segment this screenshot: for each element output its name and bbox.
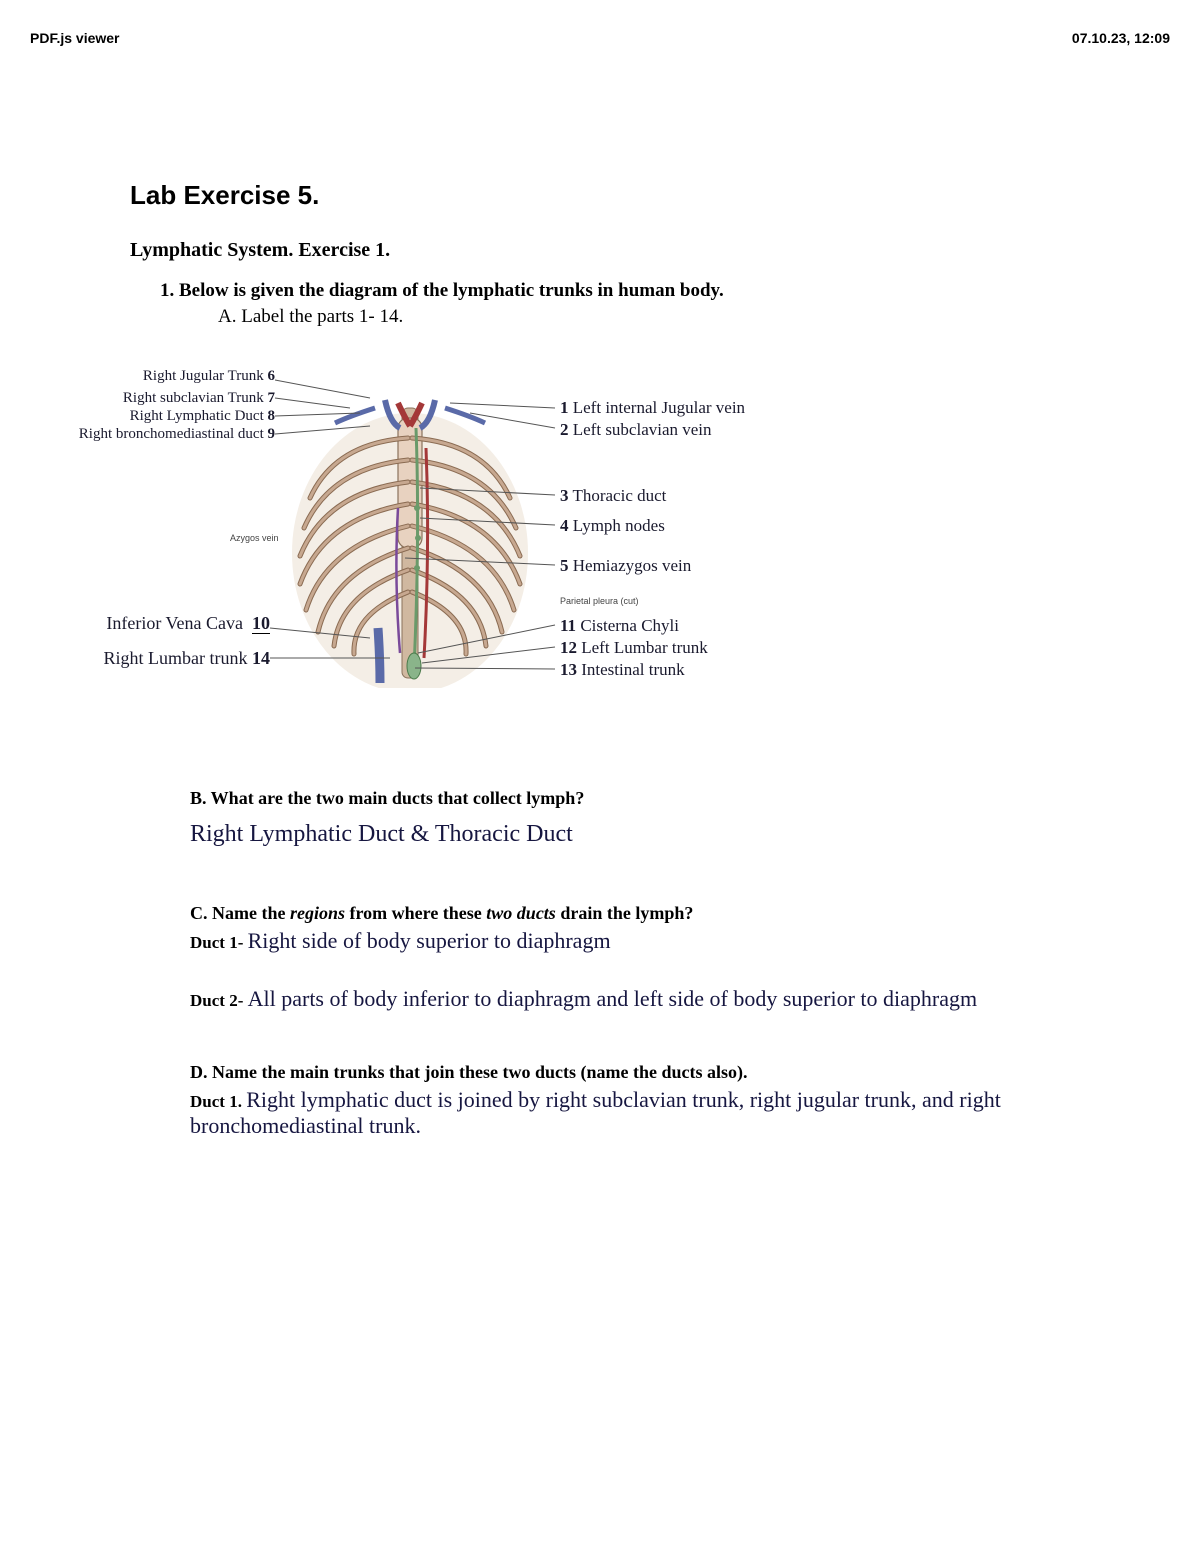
label-14: Right Lumbar trunk 14 <box>70 648 270 669</box>
duct1-answer: Right side of body superior to diaphragm <box>248 928 611 953</box>
question-d-prompt: D. Name the main trunks that join these … <box>190 1062 1070 1083</box>
label-6: Right Jugular Trunk 6 <box>70 368 275 385</box>
question-b: B. What are the two main ducts that coll… <box>130 788 1070 853</box>
duct2-answer: All parts of body inferior to diaphragm … <box>248 986 978 1011</box>
duct1-label: Duct 1- <box>190 933 248 952</box>
viewer-name: PDF.js viewer <box>30 30 120 46</box>
label-8: Right Lymphatic Duct 8 <box>70 408 275 425</box>
lab-title: Lab Exercise 5. <box>130 180 1070 211</box>
duct2-label: Duct 2- <box>190 991 248 1010</box>
label-5: 5 Hemiazygos vein <box>560 556 691 576</box>
tiny-label-pleura: Parietal pleura (cut) <box>560 596 639 606</box>
lymphatic-diagram: Azygos vein Parietal pleura (cut) Right … <box>70 358 1030 758</box>
d-duct1-answer: Right lymphatic duct is joined by right … <box>190 1087 1001 1138</box>
label-2: 2 Left subclavian vein <box>560 420 712 440</box>
label-3: 3 Thoracic duct <box>560 486 666 506</box>
label-10: Inferior Vena Cava 10 <box>70 613 270 634</box>
tiny-label-azygos: Azygos vein <box>230 533 279 543</box>
question-b-prompt: B. What are the two main ducts that coll… <box>190 788 1070 809</box>
question-c-prompt: C. Name the regions from where these two… <box>190 903 1070 924</box>
page-content: Lab Exercise 5. Lymphatic System. Exerci… <box>130 180 1070 1139</box>
timestamp: 07.10.23, 12:09 <box>1072 30 1170 46</box>
question-d: D. Name the main trunks that join these … <box>130 1062 1070 1139</box>
label-1: 1 Left internal Jugular vein <box>560 398 745 418</box>
question-c: C. Name the regions from where these two… <box>130 903 1070 1012</box>
label-7: Right subclavian Trunk 7 <box>70 390 275 407</box>
label-11: 11 Cisterna Chyli <box>560 616 679 636</box>
question-1a: A. Label the parts 1- 14. <box>130 306 1070 328</box>
label-9: Right bronchomediastinal duct 9 <box>50 426 275 443</box>
d-duct1-label: Duct 1. <box>190 1092 246 1111</box>
question-1: 1. Below is given the diagram of the lym… <box>130 280 1070 302</box>
label-12: 12 Left Lumbar trunk <box>560 638 708 658</box>
question-b-answer: Right Lymphatic Duct & Thoracic Duct <box>190 815 1070 853</box>
label-4: 4 Lymph nodes <box>560 516 665 536</box>
exercise-title: Lymphatic System. Exercise 1. <box>130 239 1070 262</box>
label-13: 13 Intestinal trunk <box>560 660 685 680</box>
